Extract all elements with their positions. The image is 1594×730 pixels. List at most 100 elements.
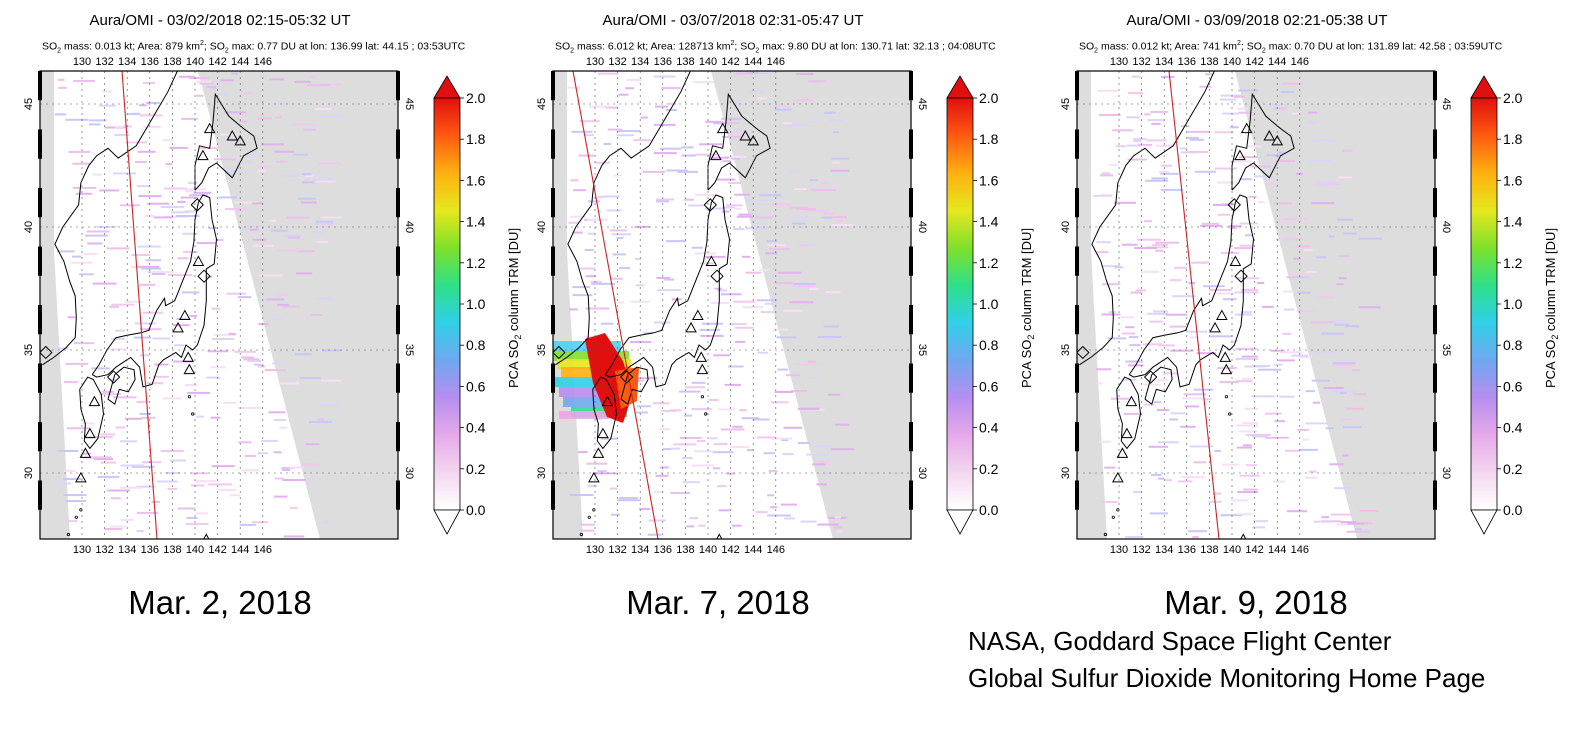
so2-pixel [831, 448, 854, 451]
so2-pixel [1261, 305, 1274, 308]
so2-pixel [1309, 159, 1332, 162]
so2-pixel [670, 447, 681, 450]
no-data-mask-left-lower [1077, 251, 1107, 539]
so2-pixel [199, 82, 214, 85]
so2-pixel [257, 452, 268, 455]
so2-pixel [210, 416, 221, 419]
so2-pixel [1297, 309, 1315, 312]
so2-pixel [1192, 536, 1199, 538]
so2-pixel [54, 482, 72, 485]
so2-pixel [277, 249, 300, 252]
so2-pixel [1220, 98, 1237, 101]
so2-pixel [275, 160, 288, 163]
so2-pixel [792, 99, 813, 102]
volcano-marker [203, 122, 216, 134]
so2-pixel [88, 123, 101, 126]
so2-pixel [280, 174, 300, 177]
so2-pixel [757, 351, 769, 354]
so2-pixel [1169, 418, 1178, 421]
so2-pixel [301, 173, 312, 176]
so2-pixel [90, 456, 112, 459]
edge-tick [1433, 363, 1437, 393]
so2-pixel [1264, 182, 1274, 185]
so2-pixel [668, 102, 677, 105]
colorbar-tick-label: 0.6 [466, 378, 486, 394]
so2-map-1: 130 130 132 132 134 134 136 136 138 138 140 140 142 1… [23, 56, 523, 556]
lon-tick-label-bottom: 144 [1268, 544, 1286, 556]
so2-pixel [1188, 530, 1207, 533]
lon-tick-label-bottom: 134 [1155, 544, 1173, 556]
so2-pixel [252, 202, 263, 205]
so2-pixel [316, 297, 335, 300]
so2-pixel [572, 294, 593, 297]
so2-pixel [1149, 320, 1163, 323]
edge-tick [1433, 71, 1437, 101]
so2-pixel [1135, 289, 1146, 292]
volcano-marker [178, 309, 191, 321]
so2-pixel [1161, 164, 1173, 167]
so2-pixel [587, 200, 600, 203]
lon-tick-label-top: 130 [1110, 56, 1128, 68]
coastline [601, 71, 691, 166]
so2-pixel [663, 448, 672, 451]
so2-pixel [691, 408, 712, 411]
so2-pixel [817, 461, 829, 464]
so2-pixel [721, 135, 742, 138]
so2-pixel [311, 313, 323, 316]
so2-pixel [1205, 73, 1213, 76]
so2-pixel [627, 79, 642, 82]
so2-pixel [283, 535, 305, 538]
so2-pixel [1242, 444, 1252, 447]
so2-pixel [1254, 175, 1275, 178]
so2-pixel [177, 200, 186, 203]
so2-pixel [272, 362, 288, 365]
so2-pixel [589, 105, 610, 108]
so2-pixel [133, 336, 152, 339]
so2-pixel [300, 201, 317, 204]
so2-pixel [728, 323, 747, 326]
so2-pixel [1143, 383, 1160, 386]
so2-pixel [567, 86, 580, 89]
lon-tick-label-bottom: 140 [699, 544, 717, 556]
so2-pixel [653, 123, 676, 126]
so2-pixel [1155, 249, 1164, 252]
so2-pixel [1245, 234, 1253, 237]
so2-pixel [1222, 112, 1239, 115]
lat-tick-label-left: 35 [23, 344, 35, 356]
so2-pixel [605, 106, 618, 109]
so2-pixel [314, 108, 333, 110]
so2-pixel [832, 216, 847, 219]
edge-tick [1433, 422, 1437, 452]
coastline [604, 194, 731, 388]
volcano-marker [716, 122, 729, 134]
colorbar-tick-label: 0.8 [1503, 337, 1523, 353]
so2-pixel [1158, 477, 1165, 480]
lat-tick-label-right: 30 [403, 467, 415, 479]
volcano-marker [226, 129, 239, 141]
so2-pixel [572, 231, 583, 234]
panel-subtitle: SO2 mass: 6.012 kt; Area: 128713 km2; SO… [555, 40, 1075, 55]
so2-pixel [91, 367, 111, 370]
mass-text: mass: 6.012 kt; Area: 128713 km [574, 40, 731, 53]
so2-pixel [766, 240, 778, 243]
so2-pixel [1247, 433, 1271, 436]
so2-pixel [721, 117, 742, 120]
so2-pixel [771, 437, 793, 440]
so2-pixel [1125, 326, 1135, 329]
so2-pixel [63, 478, 82, 480]
so2-pixel [835, 423, 850, 426]
so2-pixel [194, 480, 217, 483]
so2-pixel [569, 215, 586, 218]
so2-pixel [642, 170, 666, 173]
so2-pixel [1193, 461, 1207, 464]
so2-pixel [730, 446, 750, 449]
so2-pixel [320, 404, 339, 407]
panel-title: Aura/OMI - 03/02/2018 02:15-05:32 UT [89, 12, 351, 29]
site-marker [106, 370, 121, 384]
so2-pixel [1284, 308, 1295, 311]
volcano-marker [685, 321, 697, 333]
lon-tick-label-bottom: 142 [721, 544, 739, 556]
so2-pixel [809, 288, 819, 291]
so2-pixel [106, 247, 130, 250]
colorbar [433, 97, 461, 511]
